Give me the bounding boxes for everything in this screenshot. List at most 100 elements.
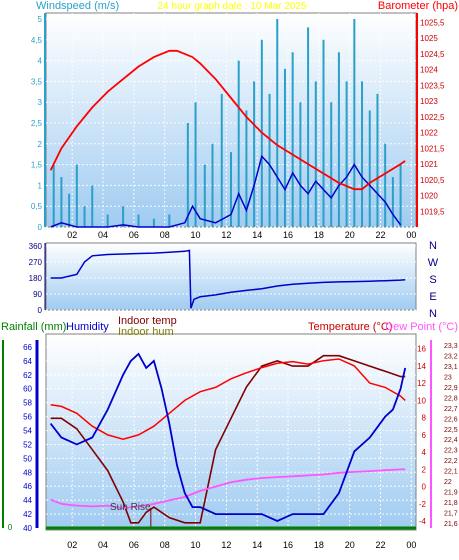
- direction-letters: N W S E N: [428, 240, 439, 320]
- baro-tick-label: 1023,5: [420, 81, 445, 90]
- x-tick-label: 08: [160, 540, 170, 550]
- indoor-temp-tick-label: 23,2: [444, 354, 458, 361]
- x-tick-label: 14: [252, 230, 262, 240]
- baro-tick-label: 1019,5: [420, 207, 445, 216]
- x-tick-label: 00: [406, 230, 416, 240]
- humidity-tick-label: 42: [23, 510, 32, 519]
- direction-label-s: S: [429, 274, 436, 286]
- humidity-tick-label: 64: [23, 357, 32, 366]
- humidity-line: [49, 352, 407, 522]
- indoor-temp-tick-label: 21,9: [444, 489, 458, 496]
- x-tick-label: 16: [283, 540, 293, 550]
- temperature-tick-label: 0: [422, 483, 427, 492]
- x-tick-label: 06: [129, 230, 139, 240]
- baro-tick-label: 1022,5: [420, 113, 445, 122]
- indoor-temp-tick-label: 21,7: [444, 510, 458, 517]
- baro-tick-label: 1025: [420, 34, 438, 43]
- rainfall-axis-title: Rainfall (mm): [1, 321, 66, 333]
- direction-label-e: E: [429, 291, 436, 303]
- indoor-temp-tick-label: 23,3: [444, 343, 458, 350]
- x-tick-label: 12: [221, 540, 231, 550]
- wind-tick-label: 1,5: [31, 161, 43, 170]
- wind-tick-label: 3: [38, 98, 43, 107]
- indoor-temp-tick-label: 21,6: [444, 521, 458, 528]
- indoor-temp-tick-label: 22,3: [444, 448, 458, 455]
- x-tick-label: 08: [160, 230, 170, 240]
- wind-direction-line: [50, 249, 406, 309]
- barometer-line: [49, 49, 406, 191]
- temperature-axis-title: Temperature (°C): [308, 321, 392, 333]
- humidity-axis-title: Humidity: [66, 321, 109, 333]
- temperature-line: [50, 358, 406, 440]
- x-tick-label: 04: [98, 540, 108, 550]
- temperature-tick-label: 12: [417, 379, 426, 388]
- direction-tick-label: 180: [29, 274, 43, 283]
- x-tick-label: 06: [129, 540, 139, 550]
- indoor-temp-tick-label: 21,8: [444, 500, 458, 507]
- humidity-tick-label: 44: [23, 496, 32, 505]
- humidity-tick-label: 52: [23, 440, 32, 449]
- baro-tick-label: 1022: [420, 129, 438, 138]
- dewpoint-axis-title: Dew Point (°C): [385, 321, 458, 333]
- x-tick-label: 22: [376, 540, 386, 550]
- humidity-tick-label: 46: [23, 482, 32, 491]
- wind-tick-label: 4,5: [31, 36, 43, 45]
- wind-tick-label: 4: [38, 57, 43, 66]
- humidity-tick-label: 48: [23, 468, 32, 477]
- x-tick-label: 20: [345, 540, 355, 550]
- temperature-tick-label: 4: [422, 448, 427, 457]
- temperature-tick-label: -4: [419, 517, 427, 526]
- x-tick-label: 10: [191, 540, 201, 550]
- humidity-tick-label: 66: [23, 343, 32, 352]
- wind-tick-label: 0,5: [31, 202, 43, 211]
- indoor-temp-title: Indoor temp: [118, 315, 177, 327]
- wind-tick-label: 1: [38, 181, 43, 190]
- temperature-tick-label: 8: [422, 414, 427, 423]
- temperature-tick-label: 10: [417, 396, 426, 405]
- wind-tick-label: 5: [38, 15, 43, 24]
- wind-tick-label: 0: [38, 223, 43, 232]
- x-tick-label: 10: [191, 230, 201, 240]
- x-tick-label: 18: [314, 540, 324, 550]
- humidity-tick-label: 60: [23, 385, 32, 394]
- indoor-temp-tick-label: 22,8: [444, 395, 458, 402]
- direction-tick-label: 270: [29, 258, 43, 267]
- humidity-tick-label: 40: [23, 524, 32, 533]
- direction-tick-label: 0: [38, 306, 43, 315]
- indoor-temp-tick-label: 22: [444, 479, 452, 486]
- indoor-temp-tick-label: 22,5: [444, 427, 458, 434]
- temperature-tick-label: -2: [419, 500, 427, 509]
- baro-tick-label: 1021: [420, 160, 438, 169]
- direction-label-n-top: N: [429, 240, 437, 252]
- sunrise-annotation: Sun Rise: [110, 502, 151, 513]
- x-tick-label: 14: [252, 540, 262, 550]
- temperature-tick-label: 2: [422, 465, 427, 474]
- indoor-hum-title: Indoor hum: [118, 326, 174, 338]
- temperature-tick-label: 6: [422, 431, 427, 440]
- baro-tick-label: 1020: [420, 192, 438, 201]
- x-tick-label: 02: [67, 540, 77, 550]
- baro-tick-label: 1025,5: [420, 18, 445, 27]
- indoor-temp-tick-label: 22,4: [444, 437, 458, 444]
- dewpoint-line: [50, 468, 406, 510]
- humidity-tick-label: 54: [23, 427, 32, 436]
- x-tick-label: 02: [67, 230, 77, 240]
- indoor-temp-line: [50, 354, 406, 524]
- direction-plot-area: [45, 242, 417, 311]
- x-tick-label: 16: [283, 230, 293, 240]
- baro-tick-label: 1023: [420, 97, 438, 106]
- wind-axis-title: Windspeed (m/s): [36, 0, 119, 12]
- wind-tick-label: 3,5: [31, 77, 43, 86]
- indoor-temp-tick-label: 22,7: [444, 406, 458, 413]
- direction-label-w: W: [428, 257, 439, 269]
- indoor-temp-tick-label: 22,9: [444, 385, 458, 392]
- direction-label-n-bottom: N: [429, 308, 437, 320]
- wind-tick-label: 2: [38, 140, 43, 149]
- humidity-tick-label: 58: [23, 399, 32, 408]
- baro-tick-label: 1020,5: [420, 176, 445, 185]
- indoor-temp-tick-label: 22,6: [444, 416, 458, 423]
- wind-average-line: [50, 154, 402, 228]
- indoor-temp-tick-label: 23: [444, 375, 452, 382]
